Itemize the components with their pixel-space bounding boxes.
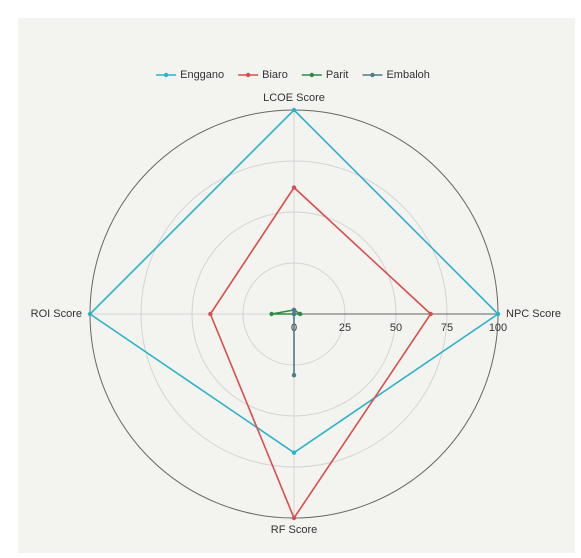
legend-dot — [163, 72, 169, 78]
legend-dot — [309, 72, 315, 78]
data-point — [208, 311, 213, 317]
data-point — [291, 107, 297, 113]
legend-label: Biaro — [262, 69, 288, 81]
data-point — [291, 450, 297, 455]
data-point — [291, 515, 297, 521]
data-point — [428, 311, 433, 317]
legend-item: Embaloh — [362, 69, 430, 81]
legend-dot — [245, 72, 251, 78]
data-point — [291, 373, 297, 378]
r-tick-label: 25 — [339, 322, 351, 334]
axis-label: NPC Score — [506, 308, 561, 320]
legend-label: Embaloh — [386, 69, 429, 81]
data-point — [291, 311, 297, 317]
r-tick-label: 75 — [441, 322, 453, 334]
r-tick-label: 100 — [489, 322, 507, 334]
legend-label: Enggano — [180, 69, 224, 81]
axis-label: ROI Score — [31, 308, 82, 320]
axis-label: RF Score — [271, 524, 317, 536]
legend-dot — [370, 72, 375, 78]
data-point — [291, 185, 297, 190]
data-point — [291, 307, 297, 313]
legend-item: Biaro — [238, 69, 288, 81]
legend-item: Parit — [301, 69, 349, 81]
axis-label: LCOE Score — [263, 92, 325, 104]
data-point — [269, 311, 274, 317]
r-tick-label: 50 — [390, 322, 402, 334]
data-point — [495, 311, 501, 317]
data-point — [87, 311, 93, 317]
data-point — [297, 311, 303, 317]
legend-label: Parit — [326, 69, 349, 81]
legend-item: Enggano — [156, 69, 224, 81]
chart-panel — [18, 18, 575, 553]
